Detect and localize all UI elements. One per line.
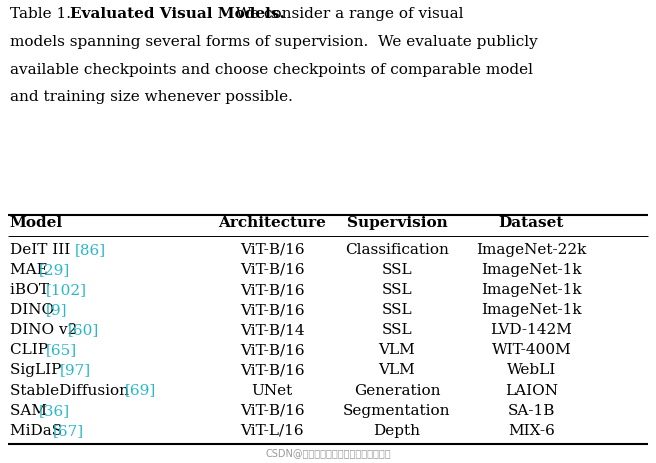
- Text: SSL: SSL: [382, 303, 412, 317]
- Text: [60]: [60]: [68, 323, 98, 337]
- Text: MAE: MAE: [10, 263, 52, 277]
- Text: DINO: DINO: [10, 303, 59, 317]
- Text: DeIT III: DeIT III: [10, 243, 75, 257]
- Text: [36]: [36]: [39, 404, 70, 418]
- Text: [97]: [97]: [60, 363, 91, 377]
- Text: CSDN@人工智能大模型讲师培训和询叶梓: CSDN@人工智能大模型讲师培训和询叶梓: [265, 448, 391, 458]
- Text: ViT-B/16: ViT-B/16: [240, 404, 304, 418]
- Text: ViT-B/16: ViT-B/16: [240, 363, 304, 377]
- Text: Depth: Depth: [373, 424, 420, 438]
- Text: [29]: [29]: [39, 263, 70, 277]
- Text: DINO v2: DINO v2: [10, 323, 82, 337]
- Text: iBOT: iBOT: [10, 283, 54, 297]
- Text: [86]: [86]: [75, 243, 106, 257]
- Text: CLIP: CLIP: [10, 344, 52, 357]
- Text: Dataset: Dataset: [499, 216, 564, 231]
- Text: Table 1.: Table 1.: [10, 7, 75, 21]
- Text: We consider a range of visual: We consider a range of visual: [226, 7, 464, 21]
- Text: ImageNet-1k: ImageNet-1k: [481, 263, 582, 277]
- Text: SSL: SSL: [382, 283, 412, 297]
- Text: SA-1B: SA-1B: [508, 404, 555, 418]
- Text: Generation: Generation: [354, 383, 440, 398]
- Text: Evaluated Visual Models.: Evaluated Visual Models.: [70, 7, 285, 21]
- Text: Segmentation: Segmentation: [343, 404, 451, 418]
- Text: UNet: UNet: [252, 383, 293, 398]
- Text: Architecture: Architecture: [218, 216, 326, 231]
- Text: ViT-B/16: ViT-B/16: [240, 283, 304, 297]
- Text: WebLI: WebLI: [506, 363, 556, 377]
- Text: LVD-142M: LVD-142M: [491, 323, 572, 337]
- Text: ImageNet-1k: ImageNet-1k: [481, 303, 582, 317]
- Text: [67]: [67]: [53, 424, 84, 438]
- Text: ViT-B/16: ViT-B/16: [240, 243, 304, 257]
- Text: [9]: [9]: [46, 303, 68, 317]
- Text: ViT-B/16: ViT-B/16: [240, 303, 304, 317]
- Text: available checkpoints and choose checkpoints of comparable model: available checkpoints and choose checkpo…: [10, 63, 533, 76]
- Text: VLM: VLM: [379, 344, 415, 357]
- Text: VLM: VLM: [379, 363, 415, 377]
- Text: [65]: [65]: [46, 344, 77, 357]
- Text: Classification: Classification: [345, 243, 449, 257]
- Text: ViT-L/16: ViT-L/16: [241, 424, 304, 438]
- Text: and training size whenever possible.: and training size whenever possible.: [10, 90, 293, 104]
- Text: Model: Model: [10, 216, 63, 231]
- Text: SigLIP: SigLIP: [10, 363, 66, 377]
- Text: MIX-6: MIX-6: [508, 424, 555, 438]
- Text: Supervision: Supervision: [346, 216, 447, 231]
- Text: MiDaS: MiDaS: [10, 424, 67, 438]
- Text: ViT-B/14: ViT-B/14: [240, 323, 304, 337]
- Text: [102]: [102]: [46, 283, 87, 297]
- Text: ImageNet-22k: ImageNet-22k: [476, 243, 586, 257]
- Text: SSL: SSL: [382, 263, 412, 277]
- Text: SAM: SAM: [10, 404, 52, 418]
- Text: models spanning several forms of supervision.  We evaluate publicly: models spanning several forms of supervi…: [10, 35, 537, 49]
- Text: LAION: LAION: [505, 383, 558, 398]
- Text: WIT-400M: WIT-400M: [491, 344, 571, 357]
- Text: ViT-B/16: ViT-B/16: [240, 344, 304, 357]
- Text: SSL: SSL: [382, 323, 412, 337]
- Text: ImageNet-1k: ImageNet-1k: [481, 283, 582, 297]
- Text: [69]: [69]: [125, 383, 156, 398]
- Text: StableDiffusion: StableDiffusion: [10, 383, 134, 398]
- Text: ViT-B/16: ViT-B/16: [240, 263, 304, 277]
